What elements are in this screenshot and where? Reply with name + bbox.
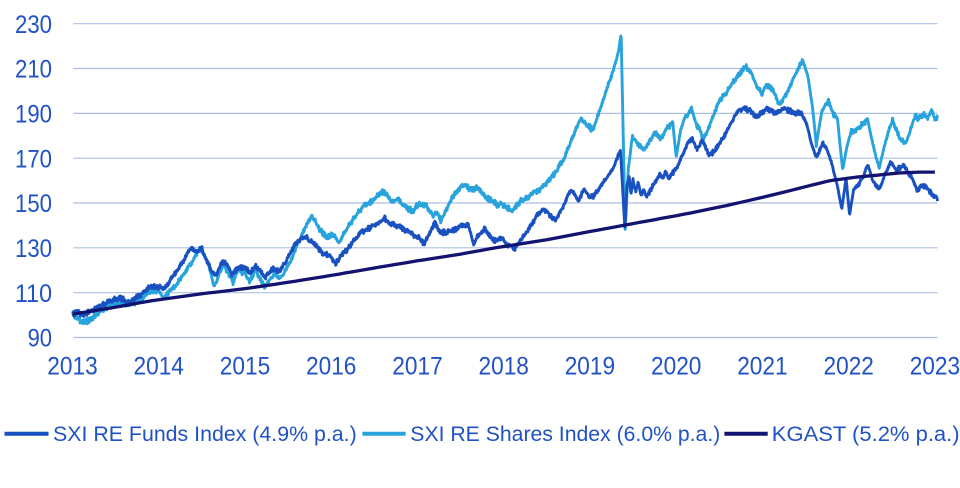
svg-text:2019: 2019 — [565, 353, 615, 381]
svg-text:210: 210 — [15, 56, 52, 84]
svg-text:SXI RE Funds Index (4.9% p.a.): SXI RE Funds Index (4.9% p.a.) — [53, 422, 357, 446]
svg-text:SXI RE Shares Index (6.0% p.a.: SXI RE Shares Index (6.0% p.a.) — [410, 422, 720, 446]
svg-text:2021: 2021 — [737, 353, 787, 381]
svg-text:150: 150 — [15, 190, 52, 218]
svg-text:2014: 2014 — [134, 353, 184, 381]
svg-text:2016: 2016 — [306, 353, 356, 381]
svg-text:90: 90 — [28, 325, 52, 353]
svg-text:2013: 2013 — [47, 353, 97, 381]
svg-text:2022: 2022 — [824, 353, 874, 381]
svg-text:170: 170 — [15, 145, 52, 173]
svg-text:KGAST (5.2% p.a.): KGAST (5.2% p.a.) — [772, 422, 960, 446]
svg-text:110: 110 — [15, 280, 52, 308]
svg-text:2015: 2015 — [220, 353, 270, 381]
svg-text:230: 230 — [15, 11, 52, 39]
svg-text:2023: 2023 — [910, 353, 960, 381]
svg-text:130: 130 — [15, 235, 52, 263]
svg-text:2018: 2018 — [479, 353, 529, 381]
svg-text:190: 190 — [15, 101, 52, 129]
svg-text:2020: 2020 — [651, 353, 701, 381]
svg-text:2017: 2017 — [392, 353, 442, 381]
